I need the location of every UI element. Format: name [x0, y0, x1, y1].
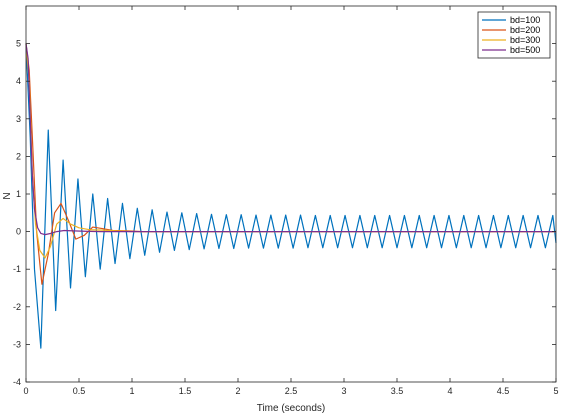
y-tick-label: 2 [16, 151, 21, 161]
legend-entry: bd=200 [510, 25, 540, 35]
series-line-bd-500 [25, 43, 556, 236]
legend-entry: bd=100 [510, 15, 540, 25]
y-tick-label: 4 [16, 76, 21, 86]
x-axis-ticks: 0 0.5 1 1.5 2 2.5 3 3.5 4 4.5 5 [23, 6, 559, 396]
x-tick-label: 0 [23, 386, 28, 396]
legend-entry: bd=300 [510, 35, 540, 45]
y-axis-ticks: -4 -3 -2 -1 0 1 2 3 4 5 [13, 39, 556, 387]
y-tick-label: -3 [13, 339, 21, 349]
x-axis-label: Time (seconds) [257, 403, 326, 414]
x-tick-label: 3.5 [391, 386, 404, 396]
x-tick-label: 4.5 [497, 386, 510, 396]
y-tick-label: 3 [16, 114, 21, 124]
series-group [25, 43, 557, 349]
x-tick-label: 5 [553, 386, 558, 396]
x-tick-label: 2.5 [285, 386, 298, 396]
x-tick-label: 0.5 [73, 386, 86, 396]
x-tick-label: 1.5 [179, 386, 192, 396]
y-tick-label: -1 [13, 264, 21, 274]
legend-entry: bd=500 [510, 45, 540, 55]
x-tick-label: 1 [129, 386, 134, 396]
y-tick-label: 1 [16, 189, 21, 199]
x-tick-label: 3 [341, 386, 346, 396]
plot-area-background [26, 6, 556, 382]
x-tick-label: 2 [235, 386, 240, 396]
y-tick-label: 0 [16, 227, 21, 237]
y-tick-label: -2 [13, 302, 21, 312]
y-tick-label: -4 [13, 377, 21, 387]
y-tick-label: 5 [16, 39, 21, 49]
y-axis-label: N [2, 192, 13, 199]
x-tick-label: 4 [447, 386, 452, 396]
